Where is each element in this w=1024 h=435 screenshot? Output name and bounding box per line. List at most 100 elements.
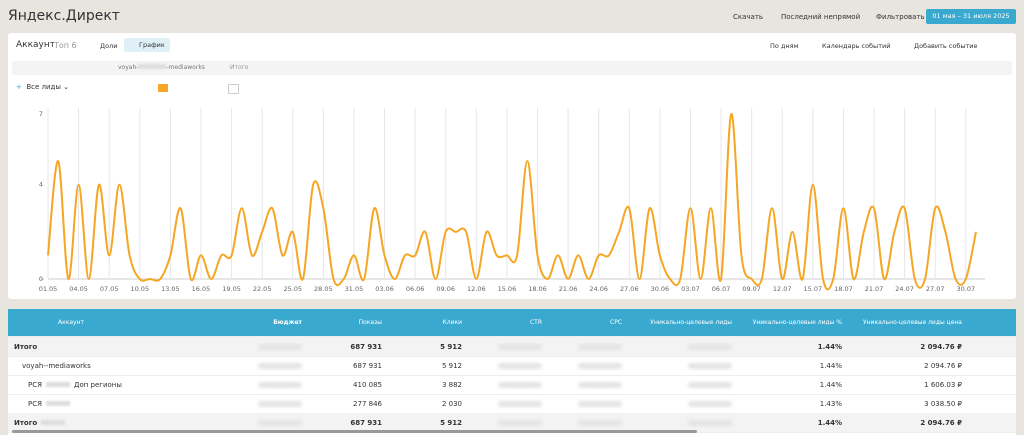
scrollbar[interactable] <box>12 430 697 433</box>
table-cell: 277 846 <box>353 399 382 408</box>
blur <box>45 382 70 387</box>
blurred-value <box>578 362 622 369</box>
table-cell <box>550 337 630 356</box>
data-table: Аккаунт Бюджет Показы Клики CTR CPC Уникально-… <box>8 309 1016 435</box>
account-tab[interactable]: voyah- -mediaworks <box>118 64 205 71</box>
graph-view[interactable]: График <box>124 38 170 52</box>
row-label: РСЯ Доп регионы <box>8 375 230 394</box>
x-tick-label: 12.06 <box>467 285 486 293</box>
blurred-value <box>578 381 622 388</box>
filter-button[interactable]: Фильтровать <box>876 13 925 21</box>
table-cell <box>230 413 310 432</box>
column-header: CPC <box>610 319 622 326</box>
x-tick-label: 12.07 <box>773 285 792 293</box>
table-row: РСЯ 277 846 2 030 1.43% 3 038.50 ₽ <box>8 394 1016 414</box>
blurred-value <box>258 362 302 369</box>
table-cell: 1 606.03 ₽ <box>924 380 962 389</box>
shares-view[interactable]: Доли <box>100 42 118 50</box>
y-tick-label: 0 <box>39 275 43 283</box>
x-tick-label: 24.06 <box>589 285 608 293</box>
total-tab[interactable]: Итого <box>230 64 249 71</box>
blurred-value <box>258 381 302 388</box>
x-tick-label: 01.05 <box>39 285 58 293</box>
table-cell: 5 912 <box>441 361 462 370</box>
x-tick-label: 30.06 <box>651 285 670 293</box>
events-calendar[interactable]: Календарь событий <box>822 42 891 50</box>
blurred-value <box>498 381 542 388</box>
x-tick-label: 27.07 <box>926 285 945 293</box>
table-cell <box>470 337 550 356</box>
x-tick-label: 21.07 <box>865 285 884 293</box>
x-tick-label: 06.07 <box>712 285 731 293</box>
table-cell <box>550 413 630 432</box>
table-cell <box>630 394 740 413</box>
blurred-value <box>688 343 732 350</box>
x-tick-label: 16.05 <box>192 285 211 293</box>
row-label-text: Итого <box>14 418 38 427</box>
x-tick-label: 24.07 <box>895 285 914 293</box>
table-cell <box>550 375 630 394</box>
column-header: Клики <box>442 319 462 326</box>
row-label-text: Доп регионы <box>73 380 122 389</box>
attribution-button[interactable]: Последний непрямой <box>781 13 861 21</box>
table-cell <box>630 413 740 432</box>
table-cell: 2 094.76 ₽ <box>920 342 962 351</box>
x-tick-label: 19.05 <box>222 285 241 293</box>
table-cell: 1.44% <box>817 342 842 351</box>
by-days[interactable]: По дням <box>770 42 799 50</box>
column-header: Показы <box>358 319 382 326</box>
blurred-value <box>258 419 302 426</box>
blurred-value <box>258 400 302 407</box>
series-toggle[interactable] <box>158 84 168 92</box>
download-button[interactable]: Скачать <box>733 13 764 21</box>
blur <box>45 401 70 406</box>
table-row: РСЯ Доп регионы 410 085 3 882 1.44% 1 606.03 … <box>8 375 1016 395</box>
chart: 01.05 04.05 07.05 10.05 13.05 16.05 19.05 22.05… <box>39 108 985 293</box>
account-label: Аккаунт <box>16 40 55 50</box>
column-header: Уникально-целевые лиды <box>650 319 732 326</box>
leads-filter-text: Все лиды <box>26 83 61 91</box>
leads-filter[interactable]: + Все лиды ⌄ <box>16 83 69 91</box>
x-tick-label: 15.06 <box>498 285 517 293</box>
top-label[interactable]: Топ 6 <box>54 41 77 50</box>
column-header: Уникально-целевые лиды цена <box>863 319 962 326</box>
column-header: Уникально-целевые лиды % <box>752 319 842 326</box>
tab-prefix: voyah- <box>118 64 139 71</box>
blurred-value <box>258 343 302 350</box>
table-cell: 2 094.76 ₽ <box>920 418 962 427</box>
blurred-value <box>688 362 732 369</box>
add-event[interactable]: Добавить событие <box>914 42 978 50</box>
column-header: Бюджет <box>273 319 302 326</box>
table-cell <box>470 356 550 375</box>
table-cell <box>470 394 550 413</box>
x-tick-label: 30.07 <box>956 285 975 293</box>
table-row: Итого 687 931 5 912 1.44% 2 094.76 ₽ <box>8 337 1016 357</box>
blurred-value <box>498 400 542 407</box>
x-tick-label: 31.05 <box>345 285 364 293</box>
table-row: voyah- -mediaworks 687 931 5 912 1.44% 2 094.… <box>8 356 1016 376</box>
table-cell <box>230 394 310 413</box>
period-button[interactable]: 01 мая – 31 июля 2025 <box>926 9 1016 24</box>
column-header: Аккаунт <box>58 319 84 326</box>
app-title: Яндекс.Директ <box>8 8 120 24</box>
chart-panel: Аккаунт Топ 6 Доли График По дням Календ… <box>8 33 1016 299</box>
row-label: РСЯ <box>8 394 230 413</box>
tabs-bar <box>12 61 1012 75</box>
blurred-value <box>578 419 622 426</box>
blurred-value <box>688 419 732 426</box>
x-tick-label: 03.07 <box>681 285 700 293</box>
tab-suffix: -mediaworks <box>166 64 205 71</box>
table-cell <box>470 413 550 432</box>
blurred-value <box>498 343 542 350</box>
x-tick-label: 13.05 <box>161 285 180 293</box>
table-cell: 2 094.76 ₽ <box>924 361 962 370</box>
series-toggle[interactable] <box>228 84 239 94</box>
blurred-value <box>688 400 732 407</box>
table-cell: 410 085 <box>353 380 382 389</box>
row-label-text: РСЯ <box>28 380 42 389</box>
row-label-text: Итого <box>14 342 38 351</box>
table-cell: 1.44% <box>819 380 842 389</box>
table-cell <box>230 375 310 394</box>
y-tick-label: 7 <box>39 110 43 118</box>
